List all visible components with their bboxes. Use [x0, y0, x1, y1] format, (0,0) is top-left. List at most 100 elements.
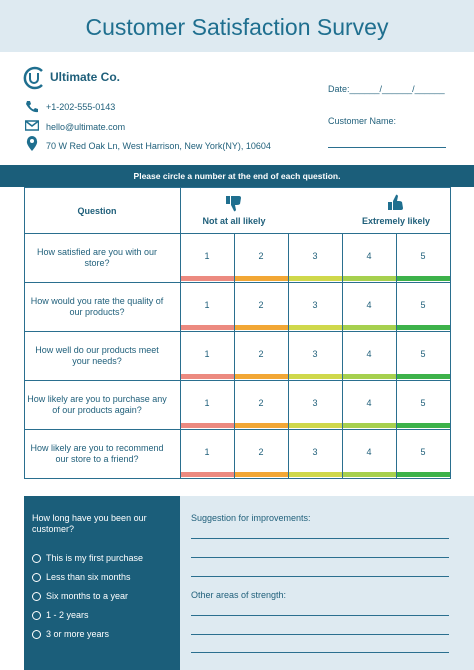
scale-number: 2 — [258, 398, 264, 408]
rating-bar — [343, 374, 396, 379]
column-line — [342, 429, 343, 478]
column-line — [342, 233, 343, 282]
table-border — [24, 187, 25, 478]
scale-number: 2 — [258, 251, 264, 261]
scale-number: 1 — [204, 300, 210, 310]
question: How likely are you to recommend our stor… — [30, 442, 164, 464]
rating-bar — [289, 472, 342, 477]
tenure-question: How long have you been our customer? — [32, 513, 147, 534]
row-line — [24, 429, 450, 430]
title-band — [0, 0, 474, 52]
low-label: Not at all likely — [202, 216, 266, 226]
rating-bar — [235, 325, 288, 330]
rating-bar — [343, 472, 396, 477]
scale-number: 3 — [312, 251, 318, 261]
strengths-label: Other areas of strength: — [191, 590, 287, 600]
scale-number: 1 — [204, 447, 210, 457]
rating-bar — [235, 472, 288, 477]
scale-number: 3 — [312, 300, 318, 310]
column-line — [234, 282, 235, 331]
column-line — [234, 233, 235, 282]
address: 70 W Red Oak Ln, West Harrison, New York… — [46, 141, 271, 151]
rating-bar — [289, 423, 342, 428]
question: How likely are you to purchase any of ou… — [27, 393, 167, 415]
tenure-option: This is my first purchase — [46, 553, 144, 563]
title: Customer Satisfaction Survey — [85, 14, 389, 40]
rating-bar — [181, 325, 234, 330]
table-border — [24, 478, 450, 479]
scale-number: 5 — [420, 447, 426, 457]
feedback-panel — [180, 496, 474, 670]
rating-bar — [235, 374, 288, 379]
column-line — [288, 380, 289, 429]
rating-bar — [397, 276, 450, 281]
rating-bar — [235, 423, 288, 428]
rating-bar — [289, 374, 342, 379]
column-line — [288, 331, 289, 380]
write-line — [191, 652, 449, 653]
column-line — [396, 331, 397, 380]
rating-bar — [343, 276, 396, 281]
scale-number: 3 — [312, 447, 318, 457]
scale-number: 4 — [366, 447, 372, 457]
rating-bar — [397, 472, 450, 477]
rating-bar — [343, 325, 396, 330]
tenure-option: Six months to a year — [46, 591, 129, 601]
row-line — [24, 380, 450, 381]
column-line — [342, 331, 343, 380]
scale-number: 1 — [204, 398, 210, 408]
rating-bar — [397, 374, 450, 379]
rating-bar — [397, 423, 450, 428]
column-line — [342, 380, 343, 429]
scale-number: 4 — [366, 349, 372, 359]
question-header: Question — [77, 206, 117, 216]
scale-number: 3 — [312, 398, 318, 408]
question: How satisfied are you with our store? — [36, 246, 158, 268]
company-name: Ultimate Co. — [50, 70, 121, 84]
rating-bar — [181, 423, 234, 428]
scale-number: 4 — [366, 251, 372, 261]
scale-number: 4 — [366, 398, 372, 408]
scale-number: 4 — [366, 300, 372, 310]
column-line — [234, 429, 235, 478]
instruction-band — [0, 165, 474, 187]
write-line — [191, 557, 449, 558]
write-line — [191, 576, 449, 577]
rating-bar — [181, 472, 234, 477]
column-line — [396, 233, 397, 282]
thumbs-up-icon — [388, 194, 403, 210]
high-label: Extremely likely — [361, 216, 431, 226]
scale-number: 5 — [420, 398, 426, 408]
row-line — [24, 282, 450, 283]
radio — [32, 630, 41, 639]
rating-bar — [289, 325, 342, 330]
scale-number: 5 — [420, 349, 426, 359]
question: How would you rate the quality of our pr… — [30, 295, 164, 317]
column-line — [288, 282, 289, 331]
column-line — [288, 233, 289, 282]
date-field: Date:______/______/______ — [328, 84, 445, 94]
name-line — [328, 147, 446, 148]
column-line — [396, 429, 397, 478]
rating-bar — [181, 374, 234, 379]
email: hello@ultimate.com — [46, 122, 126, 132]
table-border — [180, 187, 181, 478]
tenure-option: 3 or more years — [46, 629, 110, 639]
scale-number: 5 — [420, 251, 426, 261]
phone: +1-202-555-0143 — [46, 102, 116, 112]
rating-bar — [397, 325, 450, 330]
radio — [32, 611, 41, 620]
tenure-option: 1 - 2 years — [46, 610, 89, 620]
scale-number: 3 — [312, 349, 318, 359]
scale-number: 2 — [258, 447, 264, 457]
column-line — [396, 282, 397, 331]
instruction: Please circle a number at the end of eac… — [133, 171, 341, 181]
column-line — [234, 380, 235, 429]
column-line — [342, 282, 343, 331]
scale-number: 1 — [204, 251, 210, 261]
radio — [32, 573, 41, 582]
rating-bar — [235, 276, 288, 281]
scale-number: 1 — [204, 349, 210, 359]
rating-bar — [343, 423, 396, 428]
